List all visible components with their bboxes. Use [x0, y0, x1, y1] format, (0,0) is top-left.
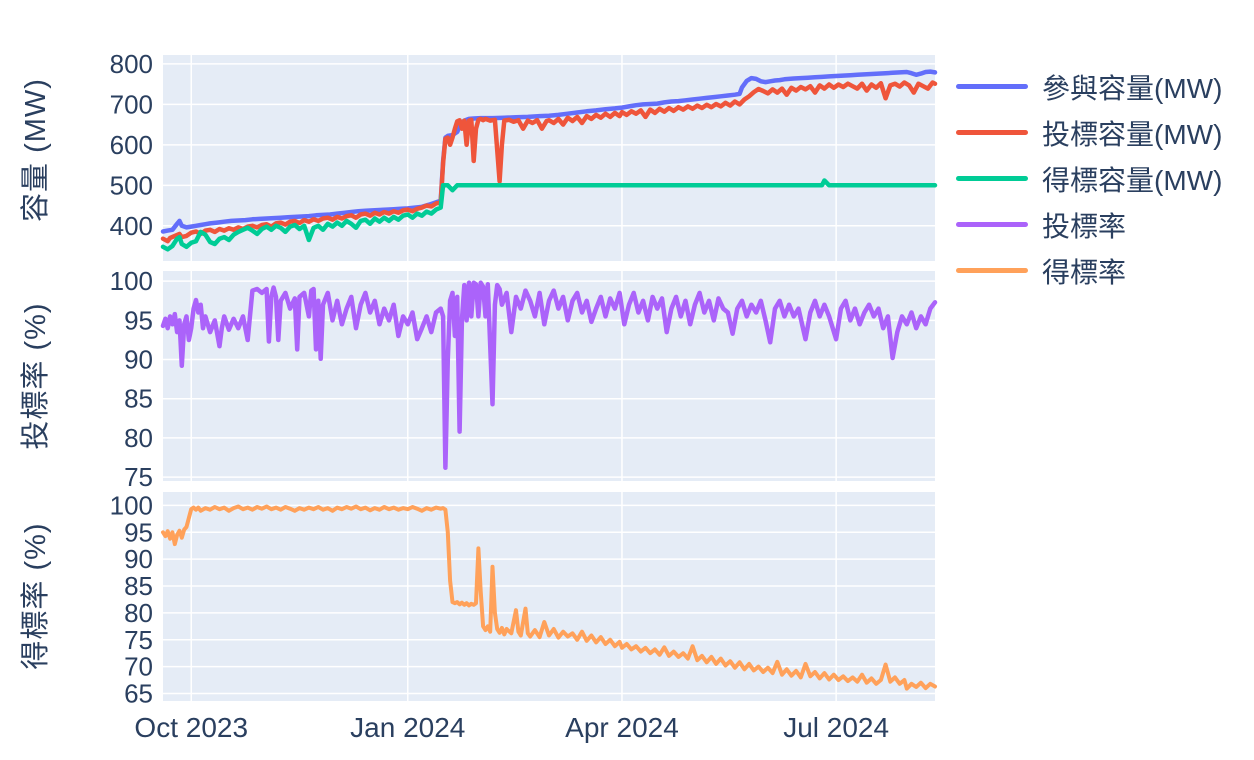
y-tick-label: 80: [124, 423, 153, 453]
legend-item-win-rate[interactable]: 得標率: [956, 256, 1222, 288]
legend-label: 得標容量(MW): [1042, 164, 1223, 196]
legend-item-win-capacity[interactable]: 得標容量(MW): [956, 164, 1222, 196]
y-tick-label: 700: [110, 89, 153, 119]
legend-label: 得標率: [1042, 256, 1127, 288]
y-tick-label: 70: [124, 652, 153, 682]
bid-rate-subplot: 75 80 85 90 95 100: [110, 266, 938, 492]
legend-item-participation-capacity[interactable]: 參與容量(MW): [956, 72, 1222, 104]
y-tick-label: 400: [110, 211, 153, 241]
y-tick-label: 100: [110, 490, 153, 520]
y-tick-label: 85: [124, 571, 153, 601]
y-tick-label: 90: [124, 345, 153, 375]
y-tick-label: 500: [110, 170, 153, 200]
y-axis-title-capacity: 容量 (MW): [20, 78, 52, 222]
win-capacity-line: [160, 178, 938, 252]
x-tick-label: Oct 2023: [134, 712, 248, 743]
y-tick-label: 85: [124, 384, 153, 414]
bid-rate-line: [160, 280, 938, 470]
y-tick-label: 65: [124, 678, 153, 708]
y-tick-label: 75: [124, 625, 153, 655]
legend-label: 投標率: [1042, 210, 1127, 242]
y-axis-title-bid-rate: 投標率 (%): [20, 302, 52, 450]
y-tick-label: 800: [110, 49, 153, 79]
participation-capacity-line: [160, 69, 938, 234]
x-tick-label: Jul 2024: [783, 712, 889, 743]
x-tick-label: Apr 2024: [565, 712, 679, 743]
y-tick-label: 600: [110, 130, 153, 160]
legend-label: 投標容量(MW): [1042, 118, 1223, 150]
legend-line-swatch: [956, 222, 1028, 227]
x-tick-label: Jan 2024: [350, 712, 465, 743]
y-tick-label: 90: [124, 544, 153, 574]
legend-label: 參與容量(MW): [1042, 72, 1223, 104]
legend: 參與容量(MW) 投標容量(MW) 得標容量(MW) 投標率得標率: [956, 72, 1222, 288]
y-tick-label: 80: [124, 598, 153, 628]
y-tick-label: 100: [110, 266, 153, 296]
win-rate-line: [161, 504, 937, 691]
legend-line-swatch: [956, 130, 1028, 135]
y-axis-title-win-rate: 得標率 (%): [20, 522, 52, 670]
capacity-subplot: 400 500 600 700 800: [110, 49, 938, 261]
legend-item-bid-capacity[interactable]: 投標容量(MW): [956, 118, 1222, 150]
legend-line-swatch: [956, 268, 1028, 273]
bid-capacity-line: [160, 80, 938, 244]
y-tick-label: 75: [124, 462, 153, 492]
legend-item-bid-rate[interactable]: 投標率: [956, 210, 1222, 242]
y-tick-label: 95: [124, 517, 153, 547]
y-tick-label: 95: [124, 305, 153, 335]
legend-line-swatch: [956, 176, 1028, 181]
legend-line-swatch: [956, 84, 1028, 89]
plot-area[interactable]: [163, 492, 935, 701]
